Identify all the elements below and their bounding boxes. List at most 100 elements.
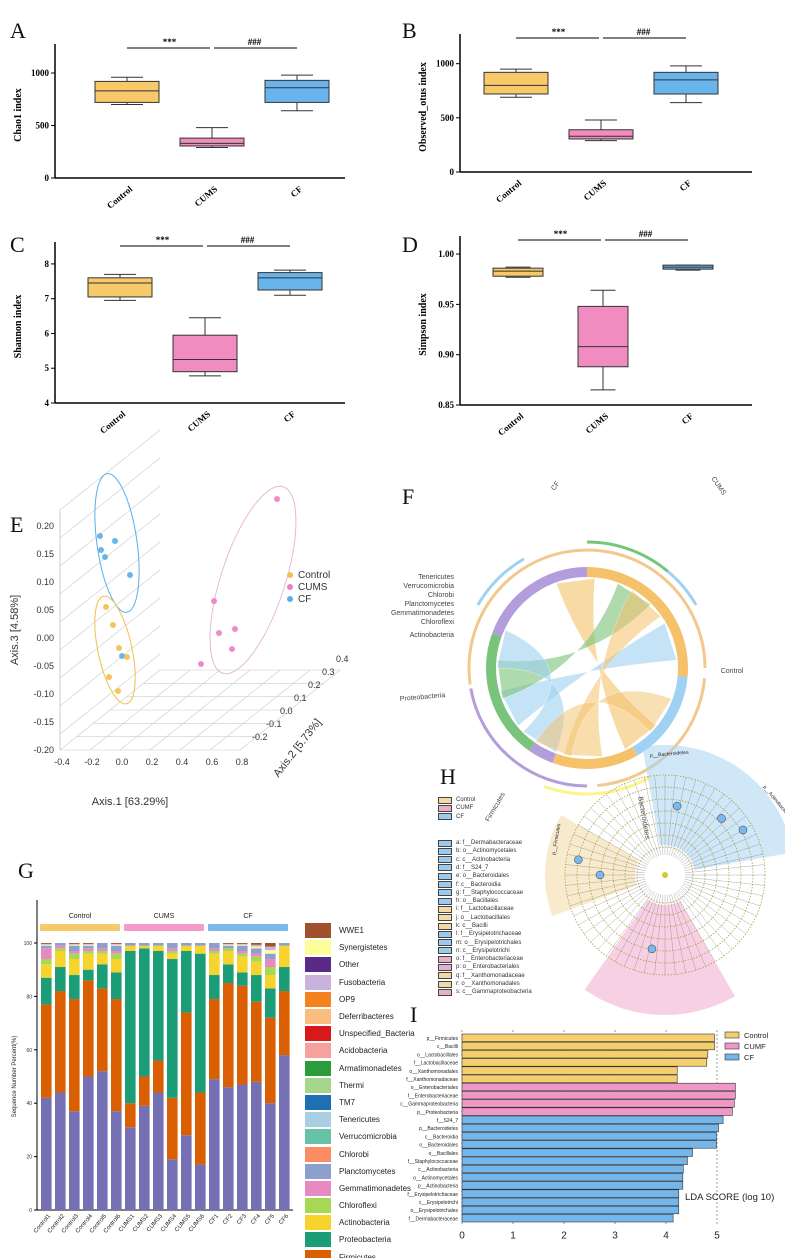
box-control xyxy=(87,277,153,298)
lda-bar xyxy=(461,1173,684,1182)
x-tick-label: CUMS6 xyxy=(188,1213,207,1233)
chord-segment xyxy=(492,567,588,637)
legend-swatch xyxy=(305,1009,331,1025)
bar-segment-chloroflexi xyxy=(69,953,80,960)
legend-label: l: f__Erysipelotrichaceae xyxy=(456,931,522,938)
bar-segment-bacteroidetes xyxy=(209,1079,220,1210)
significance-label: *** xyxy=(552,27,566,37)
y-tick-label: -0.05 xyxy=(33,661,54,671)
x-tick-label: CF3 xyxy=(236,1213,248,1226)
chord-label: Control xyxy=(721,668,744,675)
bar-segment-planctomycetes xyxy=(251,948,262,954)
grid-line xyxy=(59,513,161,595)
legend-item: Fusobacteria xyxy=(305,974,415,991)
y-tick-label: 0.85 xyxy=(438,400,454,410)
chord-segment xyxy=(486,633,535,751)
lda-bar xyxy=(461,1082,736,1092)
bar-segment-firmicutes xyxy=(223,983,234,1088)
biomarker-node xyxy=(647,944,657,954)
bar-segment-firmicutes xyxy=(55,991,66,1093)
bar-segment-planctomycetes xyxy=(223,945,234,949)
bar-segment-minor xyxy=(69,944,80,946)
bar-segment-gemmatimonadetes xyxy=(83,948,94,952)
bar-segment-actinobacteria xyxy=(167,953,178,960)
bar-label: p__Actinobacteria xyxy=(418,1184,458,1190)
cladogram-branch xyxy=(684,876,765,886)
bar-segment-firmicutes xyxy=(209,999,220,1080)
bar-segment-bacteroidetes xyxy=(83,1076,94,1210)
legend-label: Chlorobi xyxy=(339,1149,369,1159)
bar-segment-bacteroidetes xyxy=(265,1103,276,1210)
y-tick-label: -0.10 xyxy=(33,689,54,699)
y-tick-label: 4 xyxy=(45,398,50,408)
bar-segment-firmicutes xyxy=(153,1060,164,1093)
sample-point-cums xyxy=(274,496,280,502)
bar-segment-chloroflexi xyxy=(97,951,108,954)
y-tick-label: 0.05 xyxy=(36,605,54,615)
bar-segment-planctomycetes xyxy=(139,943,150,946)
legend-label: m: o__Erysipelotrichales xyxy=(456,939,522,946)
bar-segment-gemmatimonadetes xyxy=(167,948,178,952)
cladogram-branch xyxy=(614,892,656,962)
legend-label: Firmicutes xyxy=(339,1252,376,1258)
x-tick-label: CUMS xyxy=(584,411,611,436)
bar-segment-minor xyxy=(111,944,122,946)
y-tick-label: 0.95 xyxy=(438,299,454,309)
grid-line xyxy=(59,457,161,539)
bar-label: c__Actinobacteria xyxy=(418,1167,458,1173)
legend-label: e: o__Bacteroidales xyxy=(456,873,510,880)
x-tick-label: CF1 xyxy=(208,1213,220,1226)
legend-swatch xyxy=(438,905,452,913)
lda-bar xyxy=(461,1123,719,1133)
bar-segment-minor xyxy=(41,943,52,945)
y-tick-label: 0 xyxy=(450,167,455,177)
legend-swatch xyxy=(305,1198,331,1214)
group-bar-control xyxy=(40,924,120,931)
panel-label-g: G xyxy=(18,858,34,883)
cladogram-branch xyxy=(569,843,647,869)
significance-label: ### xyxy=(637,27,651,37)
legend-label: Control xyxy=(744,1031,769,1040)
y-tick-label: 0.90 xyxy=(438,350,454,360)
bar-label: p__Proteobacteria xyxy=(417,1110,458,1116)
lda-bar xyxy=(461,1091,736,1100)
bar-segment-planctomycetes xyxy=(153,943,164,946)
legend-item: CUMF xyxy=(438,804,532,812)
x-tick-label: 0.8 xyxy=(236,757,249,767)
legend-label: r: o__Xanthomonadales xyxy=(456,981,520,988)
legend-swatch xyxy=(438,881,452,889)
lda-bar xyxy=(461,1066,678,1075)
bar-segment-minor xyxy=(265,946,276,951)
bar-segment-planctomycetes xyxy=(55,943,66,946)
bar-segment-chloroflexi xyxy=(251,956,262,962)
bar-label: c__Gammaproteobacteria xyxy=(400,1102,458,1108)
legend-item: Actinobacteria xyxy=(305,1214,415,1231)
legend-label: Planctomycetes xyxy=(339,1166,396,1176)
chord-segment xyxy=(586,567,688,677)
bar-label: p__Firmicutes xyxy=(427,1036,459,1042)
x-tick-label: 0.4 xyxy=(176,757,189,767)
bar-segment-proteobacteria xyxy=(41,977,52,1005)
sample-point-control xyxy=(115,688,121,694)
bar-segment-bacteroidetes xyxy=(195,1164,206,1210)
cladogram: p__Bacteroidetesp__Actinobacteriap__Firm… xyxy=(545,745,785,1015)
simpson-boxplot: 0.85 0.90 0.95 1.00 Simpson index Control CUMS… xyxy=(418,229,752,438)
cladogram-branch xyxy=(624,893,658,967)
bar-segment-gemmatimonadetes xyxy=(55,945,66,949)
bar-segment-minor xyxy=(265,950,276,954)
lda-bar xyxy=(461,1181,684,1190)
legend-swatch xyxy=(305,1163,331,1179)
lda-bar xyxy=(461,1189,680,1198)
bar-segment-minor xyxy=(41,943,52,944)
y-tick-label: 0.15 xyxy=(36,549,54,559)
bar-segment-gemmatimonadetes xyxy=(209,948,220,952)
legend-swatch xyxy=(438,856,452,864)
phylum-legend: WWE1 Synergistetes Other Fusobacteria OP9 Def… xyxy=(305,922,415,1258)
bar-segment-firmicutes xyxy=(125,1103,136,1128)
lda-bar xyxy=(461,1058,708,1067)
cladogram-branch xyxy=(683,881,761,907)
bar-segment-firmicutes xyxy=(195,1092,206,1165)
biomarker-node xyxy=(717,814,726,823)
x-tick-label: Control xyxy=(494,178,524,205)
bar-label: o__Bacillales xyxy=(429,1151,459,1157)
